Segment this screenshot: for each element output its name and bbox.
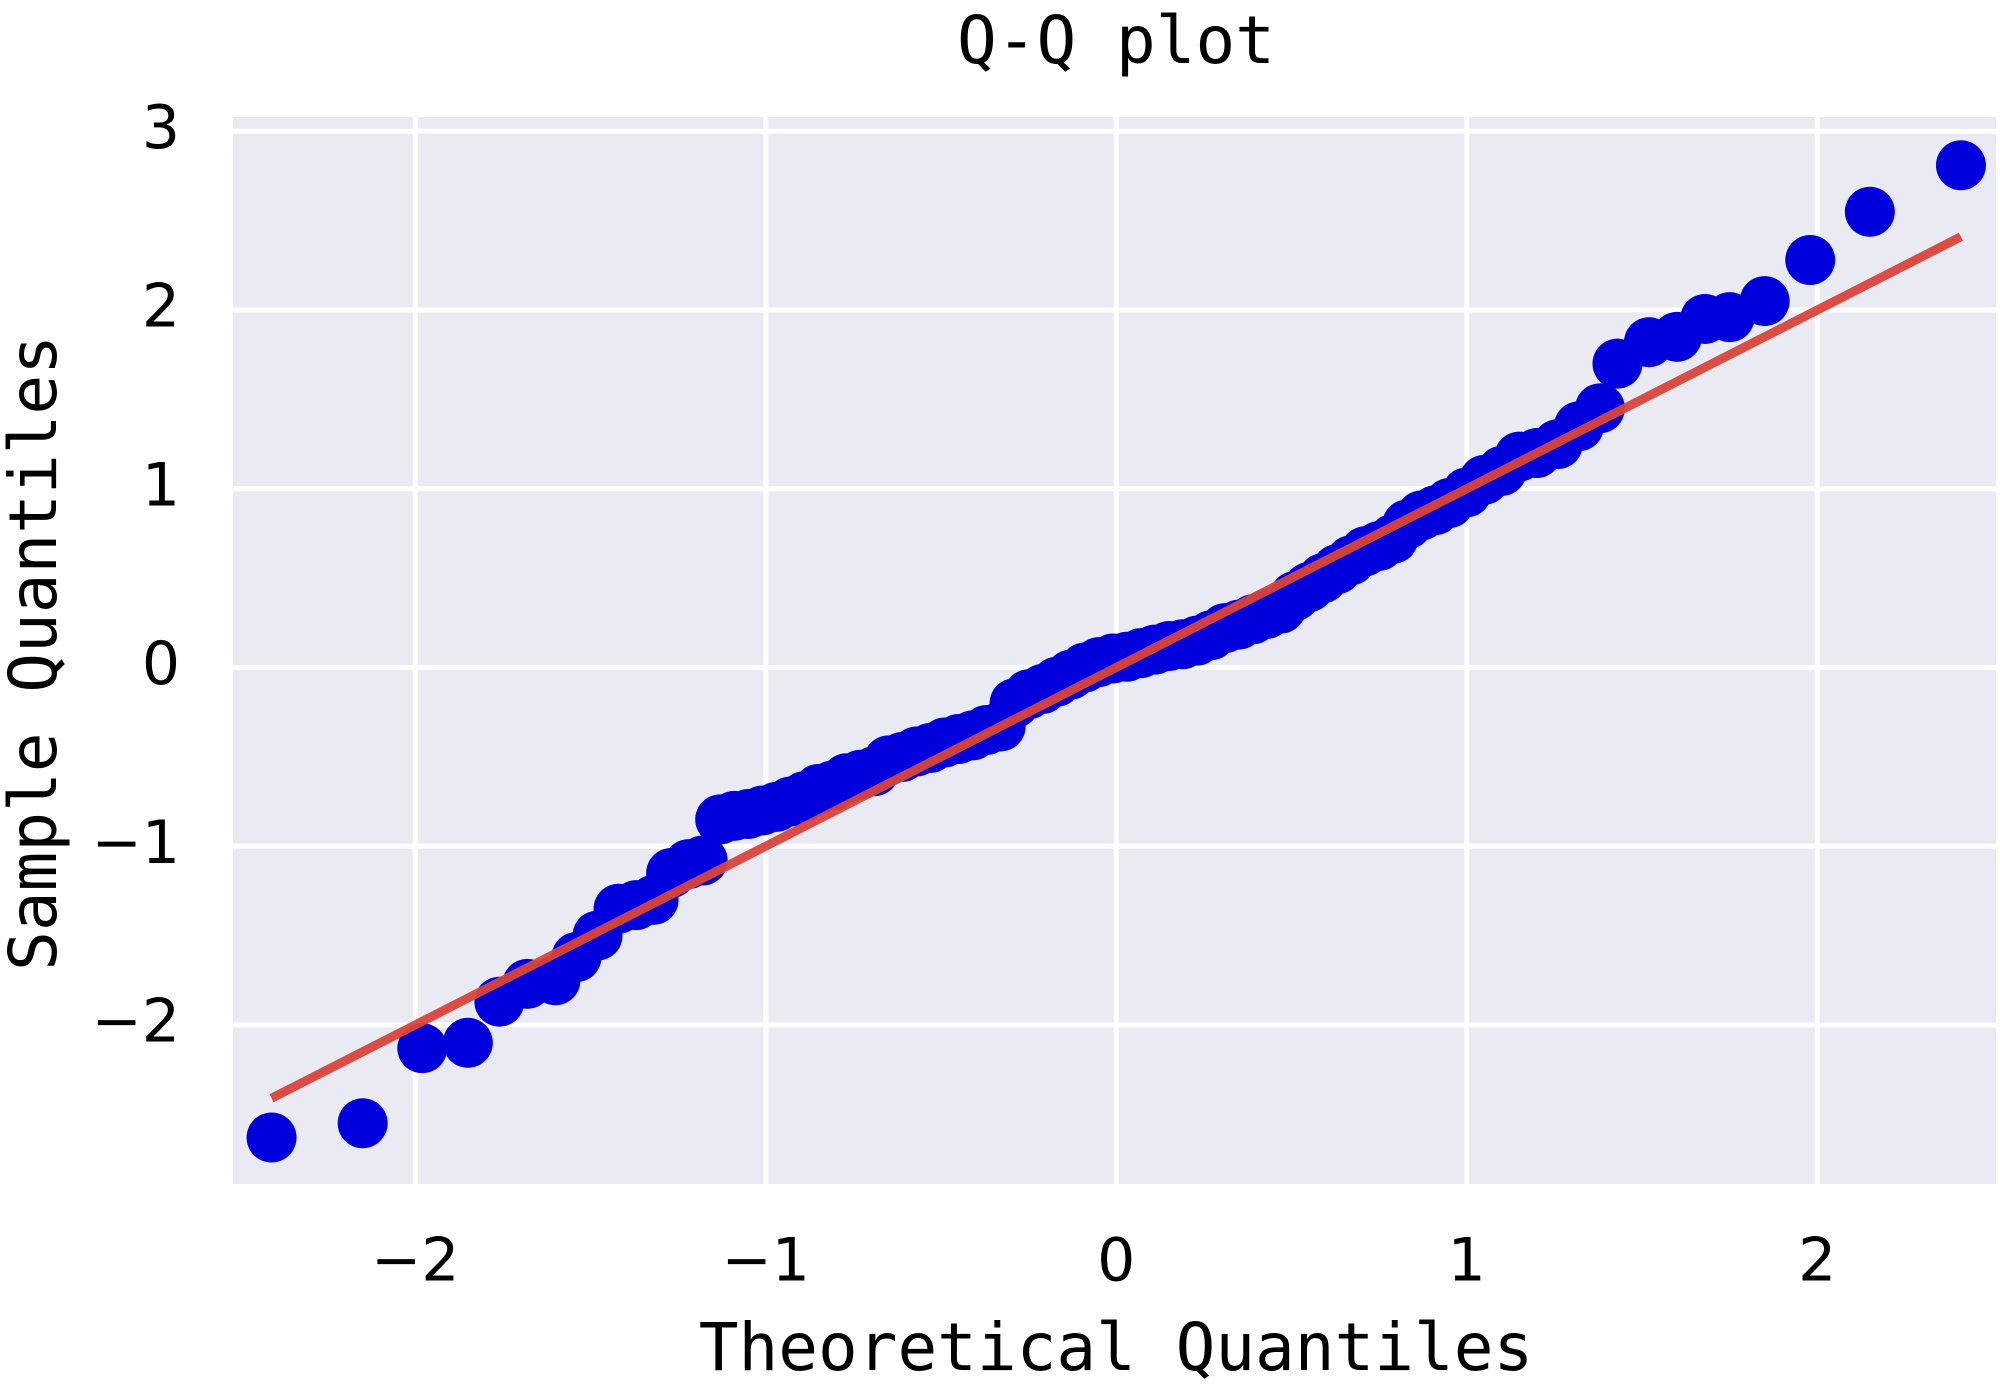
data-point [1844, 186, 1895, 237]
data-point [1574, 383, 1625, 434]
data-point [246, 1112, 297, 1163]
y-axis-label: Sample Quantiles [0, 335, 72, 971]
x-tick-label: 2 [1798, 1226, 1836, 1296]
x-axis-label: Theoretical Quantiles [699, 1309, 1533, 1386]
data-point [1739, 276, 1790, 327]
data-point [397, 1023, 448, 1074]
y-tick-label: −2 [92, 987, 180, 1057]
y-tick-label: 3 [142, 93, 180, 163]
y-tick-label: −1 [92, 808, 180, 878]
y-tick-label: 2 [142, 272, 180, 342]
reference-line [269, 232, 1963, 1103]
data-point [1785, 234, 1836, 285]
y-tick-label: 0 [142, 629, 180, 699]
y-tick-label: 1 [142, 450, 180, 520]
x-tick-label: −2 [371, 1226, 459, 1296]
x-tick-label: 0 [1097, 1226, 1135, 1296]
data-point [337, 1098, 388, 1149]
data-point [1935, 140, 1986, 191]
chart-title: Q-Q plot [957, 2, 1275, 79]
data-point [442, 1017, 493, 1068]
x-tick-label: −1 [722, 1226, 810, 1296]
x-tick-label: 1 [1448, 1226, 1486, 1296]
